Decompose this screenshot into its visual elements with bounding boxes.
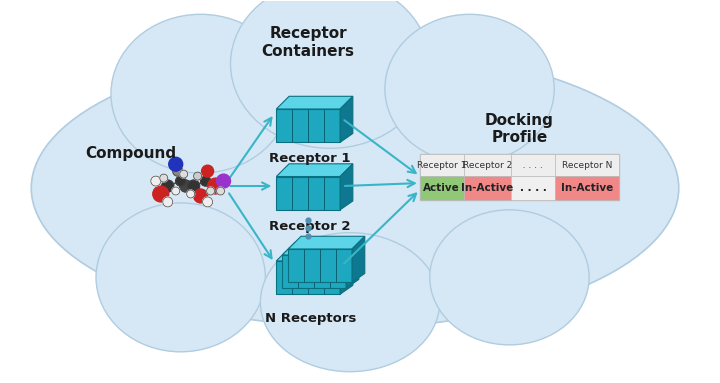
Text: In-Active: In-Active bbox=[462, 183, 513, 193]
Circle shape bbox=[207, 187, 215, 195]
Circle shape bbox=[194, 189, 207, 203]
Ellipse shape bbox=[111, 14, 290, 173]
Polygon shape bbox=[276, 109, 340, 142]
Circle shape bbox=[162, 180, 174, 192]
Ellipse shape bbox=[230, 0, 430, 148]
Circle shape bbox=[168, 157, 183, 171]
Polygon shape bbox=[340, 248, 353, 294]
Circle shape bbox=[202, 165, 214, 177]
Polygon shape bbox=[276, 96, 353, 109]
Circle shape bbox=[202, 197, 212, 207]
Polygon shape bbox=[276, 164, 353, 177]
Ellipse shape bbox=[261, 233, 440, 372]
Circle shape bbox=[217, 187, 225, 195]
Ellipse shape bbox=[430, 210, 589, 345]
Polygon shape bbox=[288, 249, 352, 282]
Bar bbox=[420, 154, 619, 200]
Circle shape bbox=[201, 176, 210, 186]
Polygon shape bbox=[340, 96, 353, 142]
Circle shape bbox=[188, 180, 199, 192]
Circle shape bbox=[186, 190, 194, 198]
Circle shape bbox=[180, 170, 188, 178]
Polygon shape bbox=[346, 242, 359, 288]
Circle shape bbox=[160, 174, 168, 182]
Circle shape bbox=[176, 176, 186, 186]
Ellipse shape bbox=[31, 49, 679, 327]
Text: Active: Active bbox=[423, 183, 460, 193]
Circle shape bbox=[172, 187, 180, 195]
Text: Receptor 1: Receptor 1 bbox=[417, 161, 467, 170]
Circle shape bbox=[194, 172, 202, 180]
Polygon shape bbox=[352, 236, 365, 282]
Bar bbox=[420, 176, 464, 200]
Polygon shape bbox=[276, 261, 340, 294]
Circle shape bbox=[153, 186, 168, 202]
Text: . . . .: . . . . bbox=[520, 183, 546, 193]
Text: Docking
Profile: Docking Profile bbox=[485, 113, 554, 145]
Ellipse shape bbox=[96, 203, 266, 352]
Polygon shape bbox=[288, 236, 365, 249]
Bar bbox=[511, 154, 555, 176]
Text: N Receptors: N Receptors bbox=[264, 312, 356, 325]
Bar bbox=[464, 176, 511, 200]
Text: Receptor 2: Receptor 2 bbox=[269, 220, 351, 233]
Polygon shape bbox=[276, 177, 340, 210]
Text: Receptor N: Receptor N bbox=[562, 161, 612, 170]
Text: Compound: Compound bbox=[86, 146, 176, 161]
Polygon shape bbox=[282, 242, 359, 255]
Bar bbox=[511, 176, 555, 200]
Text: In-Active: In-Active bbox=[561, 183, 613, 193]
Circle shape bbox=[180, 180, 192, 192]
Polygon shape bbox=[282, 255, 346, 288]
Text: Receptor
Containers: Receptor Containers bbox=[261, 26, 355, 59]
Polygon shape bbox=[340, 164, 353, 210]
Circle shape bbox=[207, 178, 223, 194]
Circle shape bbox=[163, 197, 173, 207]
Polygon shape bbox=[276, 248, 353, 261]
Bar bbox=[555, 176, 619, 200]
Bar bbox=[420, 154, 464, 176]
Bar bbox=[555, 154, 619, 176]
Text: . . . .: . . . . bbox=[523, 161, 544, 170]
Circle shape bbox=[217, 174, 230, 188]
Ellipse shape bbox=[385, 14, 554, 163]
Circle shape bbox=[173, 166, 183, 176]
Circle shape bbox=[150, 176, 161, 186]
Text: Receptor 2: Receptor 2 bbox=[463, 161, 512, 170]
Bar bbox=[464, 154, 511, 176]
Text: Receptor 1: Receptor 1 bbox=[269, 152, 351, 165]
